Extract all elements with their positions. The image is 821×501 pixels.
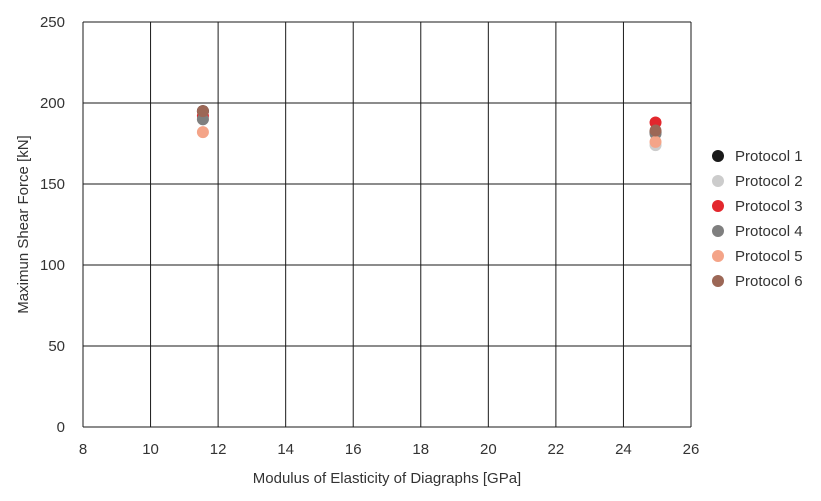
y-tick-label: 150 xyxy=(40,176,65,193)
x-tick-label: 22 xyxy=(548,441,565,458)
data-point-protocol-5-1 xyxy=(196,126,209,139)
x-tick-label: 24 xyxy=(615,441,632,458)
data-point-protocol-5-2 xyxy=(649,135,662,148)
y-tick-label: 0 xyxy=(57,419,65,436)
grid-lines xyxy=(82,21,692,428)
legend-label-4: Protocol 4 xyxy=(735,223,803,240)
legend-marker-6 xyxy=(712,275,724,287)
x-tick-label: 18 xyxy=(412,441,429,458)
y-tick-label: 50 xyxy=(48,338,65,355)
legend-label-1: Protocol 1 xyxy=(735,148,803,165)
legend-label-6: Protocol 6 xyxy=(735,273,803,290)
data-points xyxy=(196,105,662,152)
y-axis-ticks: 0 50 100 150 200 250 xyxy=(40,14,65,436)
data-point-protocol-6-1 xyxy=(196,105,209,118)
legend-label-2: Protocol 2 xyxy=(735,173,803,190)
legend-marker-1 xyxy=(712,150,724,162)
y-tick-label: 200 xyxy=(40,95,65,112)
x-tick-label: 14 xyxy=(277,441,294,458)
legend: Protocol 1 Protocol 2 Protocol 3 Protocol 4… xyxy=(712,148,803,290)
legend-marker-4 xyxy=(712,225,724,237)
y-axis-label: Maximun Shear Force [kN] xyxy=(15,135,32,313)
x-axis-label: Modulus of Elasticity of Diagraphs [GPa] xyxy=(253,470,521,487)
x-tick-label: 26 xyxy=(683,441,700,458)
legend-label-5: Protocol 5 xyxy=(735,248,803,265)
legend-marker-5 xyxy=(712,250,724,262)
legend-marker-2 xyxy=(712,175,724,187)
y-tick-label: 100 xyxy=(40,257,65,274)
x-tick-label: 12 xyxy=(210,441,227,458)
data-point-protocol-6-2 xyxy=(649,124,662,137)
legend-label-3: Protocol 3 xyxy=(735,198,803,215)
y-tick-label: 250 xyxy=(40,14,65,31)
legend-marker-3 xyxy=(712,200,724,212)
x-tick-label: 8 xyxy=(79,441,87,458)
x-axis-ticks: 8 10 12 14 16 18 20 22 24 26 xyxy=(79,441,700,458)
x-tick-label: 20 xyxy=(480,441,497,458)
x-tick-label: 10 xyxy=(142,441,159,458)
x-tick-label: 16 xyxy=(345,441,362,458)
